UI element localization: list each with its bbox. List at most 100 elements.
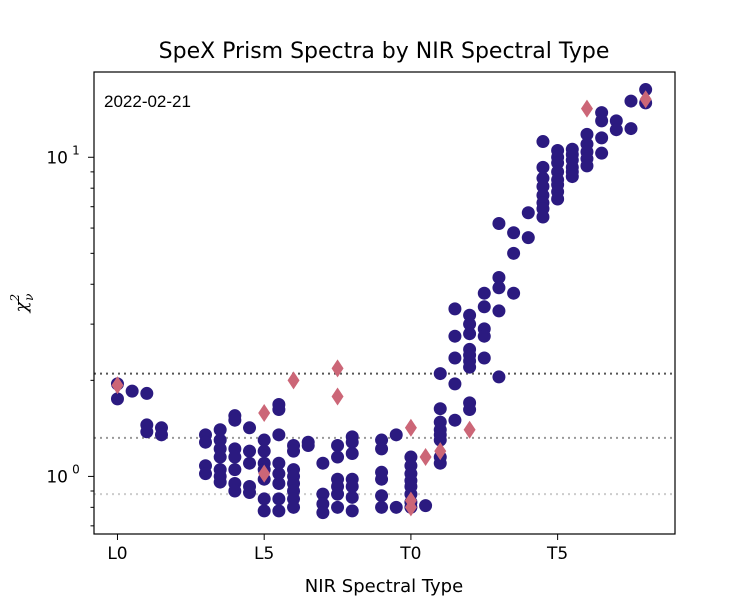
y-axis-label-base: χ <box>11 300 32 314</box>
standards-point-74 <box>375 442 389 456</box>
date-annotation: 2022-02-21 <box>104 92 191 111</box>
subdwarfs-point-9 <box>419 448 432 467</box>
standards-point-32 <box>257 444 271 458</box>
standards-point-100 <box>448 351 462 365</box>
standards-point-101 <box>448 377 462 391</box>
standards-point-77 <box>375 489 389 503</box>
y-tick-label-0: 10 <box>46 467 68 487</box>
standards-point-3 <box>140 386 154 400</box>
subdwarfs-point-8 <box>404 498 417 517</box>
subdwarfs-point-1 <box>258 404 271 423</box>
standards-point-117 <box>492 217 506 231</box>
standards-point-65 <box>331 500 345 514</box>
plot-frame <box>93 71 676 535</box>
standards-point-159 <box>609 123 623 137</box>
standards-point-61 <box>331 450 345 464</box>
standards-point-120 <box>492 304 506 318</box>
standards-point-105 <box>463 327 477 341</box>
standards-point-123 <box>507 246 521 260</box>
standards-point-78 <box>375 500 389 514</box>
standards-point-124 <box>507 286 521 300</box>
standards-point-157 <box>595 146 609 160</box>
x-tick-label-2: T0 <box>399 544 421 564</box>
standards-point-116 <box>477 351 491 365</box>
subdwarfs-point-0 <box>111 376 124 395</box>
y-axis-label-sup: 2 <box>8 294 22 303</box>
standards-point-99 <box>448 329 462 343</box>
standards-point-53 <box>287 500 301 514</box>
standards-point-43 <box>272 477 286 491</box>
standards-point-59 <box>316 506 330 520</box>
standards-point-115 <box>477 329 491 343</box>
standards-point-160 <box>624 94 638 108</box>
standards-point-161 <box>624 122 638 136</box>
standards-point-44 <box>272 492 286 506</box>
standards-point-91 <box>433 402 447 416</box>
standards-point-102 <box>448 413 462 427</box>
standards-point-89 <box>419 499 433 513</box>
reference-lines <box>94 372 675 496</box>
standards-point-70 <box>345 479 359 493</box>
standards-point-47 <box>287 444 301 458</box>
standards-point-5 <box>140 425 154 439</box>
standards-point-153 <box>580 159 594 173</box>
standards-point-39 <box>272 403 286 417</box>
standards-point-11 <box>199 467 213 481</box>
subdwarfs-point-4 <box>331 359 344 378</box>
standards-point-149 <box>580 127 594 141</box>
standards-point-42 <box>272 467 286 481</box>
subdwarfs-point-6 <box>404 418 417 437</box>
standards-point-76 <box>375 472 389 486</box>
standards-point-112 <box>477 286 491 300</box>
subdwarfs-point-11 <box>463 420 476 439</box>
subdwarfs-point-3 <box>287 371 300 390</box>
standards-point-30 <box>243 486 257 500</box>
standards-point-2 <box>125 384 139 398</box>
standards-point-109 <box>463 360 477 374</box>
standards-point-126 <box>521 231 535 245</box>
x-tick-label-0: L0 <box>107 544 127 564</box>
standards-point-156 <box>595 131 609 145</box>
standards-point-137 <box>551 156 565 170</box>
standards-point-148 <box>565 170 579 184</box>
standards-point-64 <box>331 487 345 501</box>
standards-point-40 <box>272 428 286 442</box>
subdwarfs-point-12 <box>580 99 593 118</box>
standards-point-79 <box>389 428 403 442</box>
standards-point-36 <box>257 492 271 506</box>
standards-point-20 <box>228 413 242 427</box>
chart-title: SpeX Prism Spectra by NIR Spectral Type <box>159 39 610 64</box>
y-tick-base-0: 10 <box>46 467 68 487</box>
subdwarfs-point-10 <box>434 442 447 461</box>
standards-point-26 <box>243 421 257 435</box>
standards-point-56 <box>316 456 330 470</box>
standards-point-25 <box>228 484 242 498</box>
standards-point-134 <box>536 210 550 224</box>
standards-point-122 <box>507 226 521 240</box>
standards-point-104 <box>463 317 477 331</box>
standards-point-41 <box>272 456 286 470</box>
standards-point-67 <box>345 435 359 449</box>
standards-point-121 <box>492 370 506 384</box>
standards-point-1 <box>110 392 124 406</box>
standards-point-23 <box>228 463 242 477</box>
standards-point-71 <box>345 490 359 504</box>
y-tick-exp-1: 1 <box>72 143 80 157</box>
standards-point-111 <box>463 403 477 417</box>
subdwarfs-point-5 <box>331 387 344 406</box>
standards-point-18 <box>213 475 227 489</box>
standards-point-97 <box>433 456 447 470</box>
standards-point-162 <box>639 83 653 97</box>
standards-point-28 <box>243 456 257 470</box>
standards-point-125 <box>521 206 535 220</box>
standards-point-9 <box>199 435 213 449</box>
standards-point-113 <box>477 300 491 314</box>
y-axis-label-sub: ν <box>22 294 36 301</box>
standards-point-7 <box>154 428 168 442</box>
standards-point-119 <box>492 281 506 295</box>
x-tick-label-3: T5 <box>546 544 568 564</box>
standards-point-72 <box>345 504 359 518</box>
standards-point-90 <box>433 367 447 381</box>
standards-point-15 <box>213 450 227 464</box>
